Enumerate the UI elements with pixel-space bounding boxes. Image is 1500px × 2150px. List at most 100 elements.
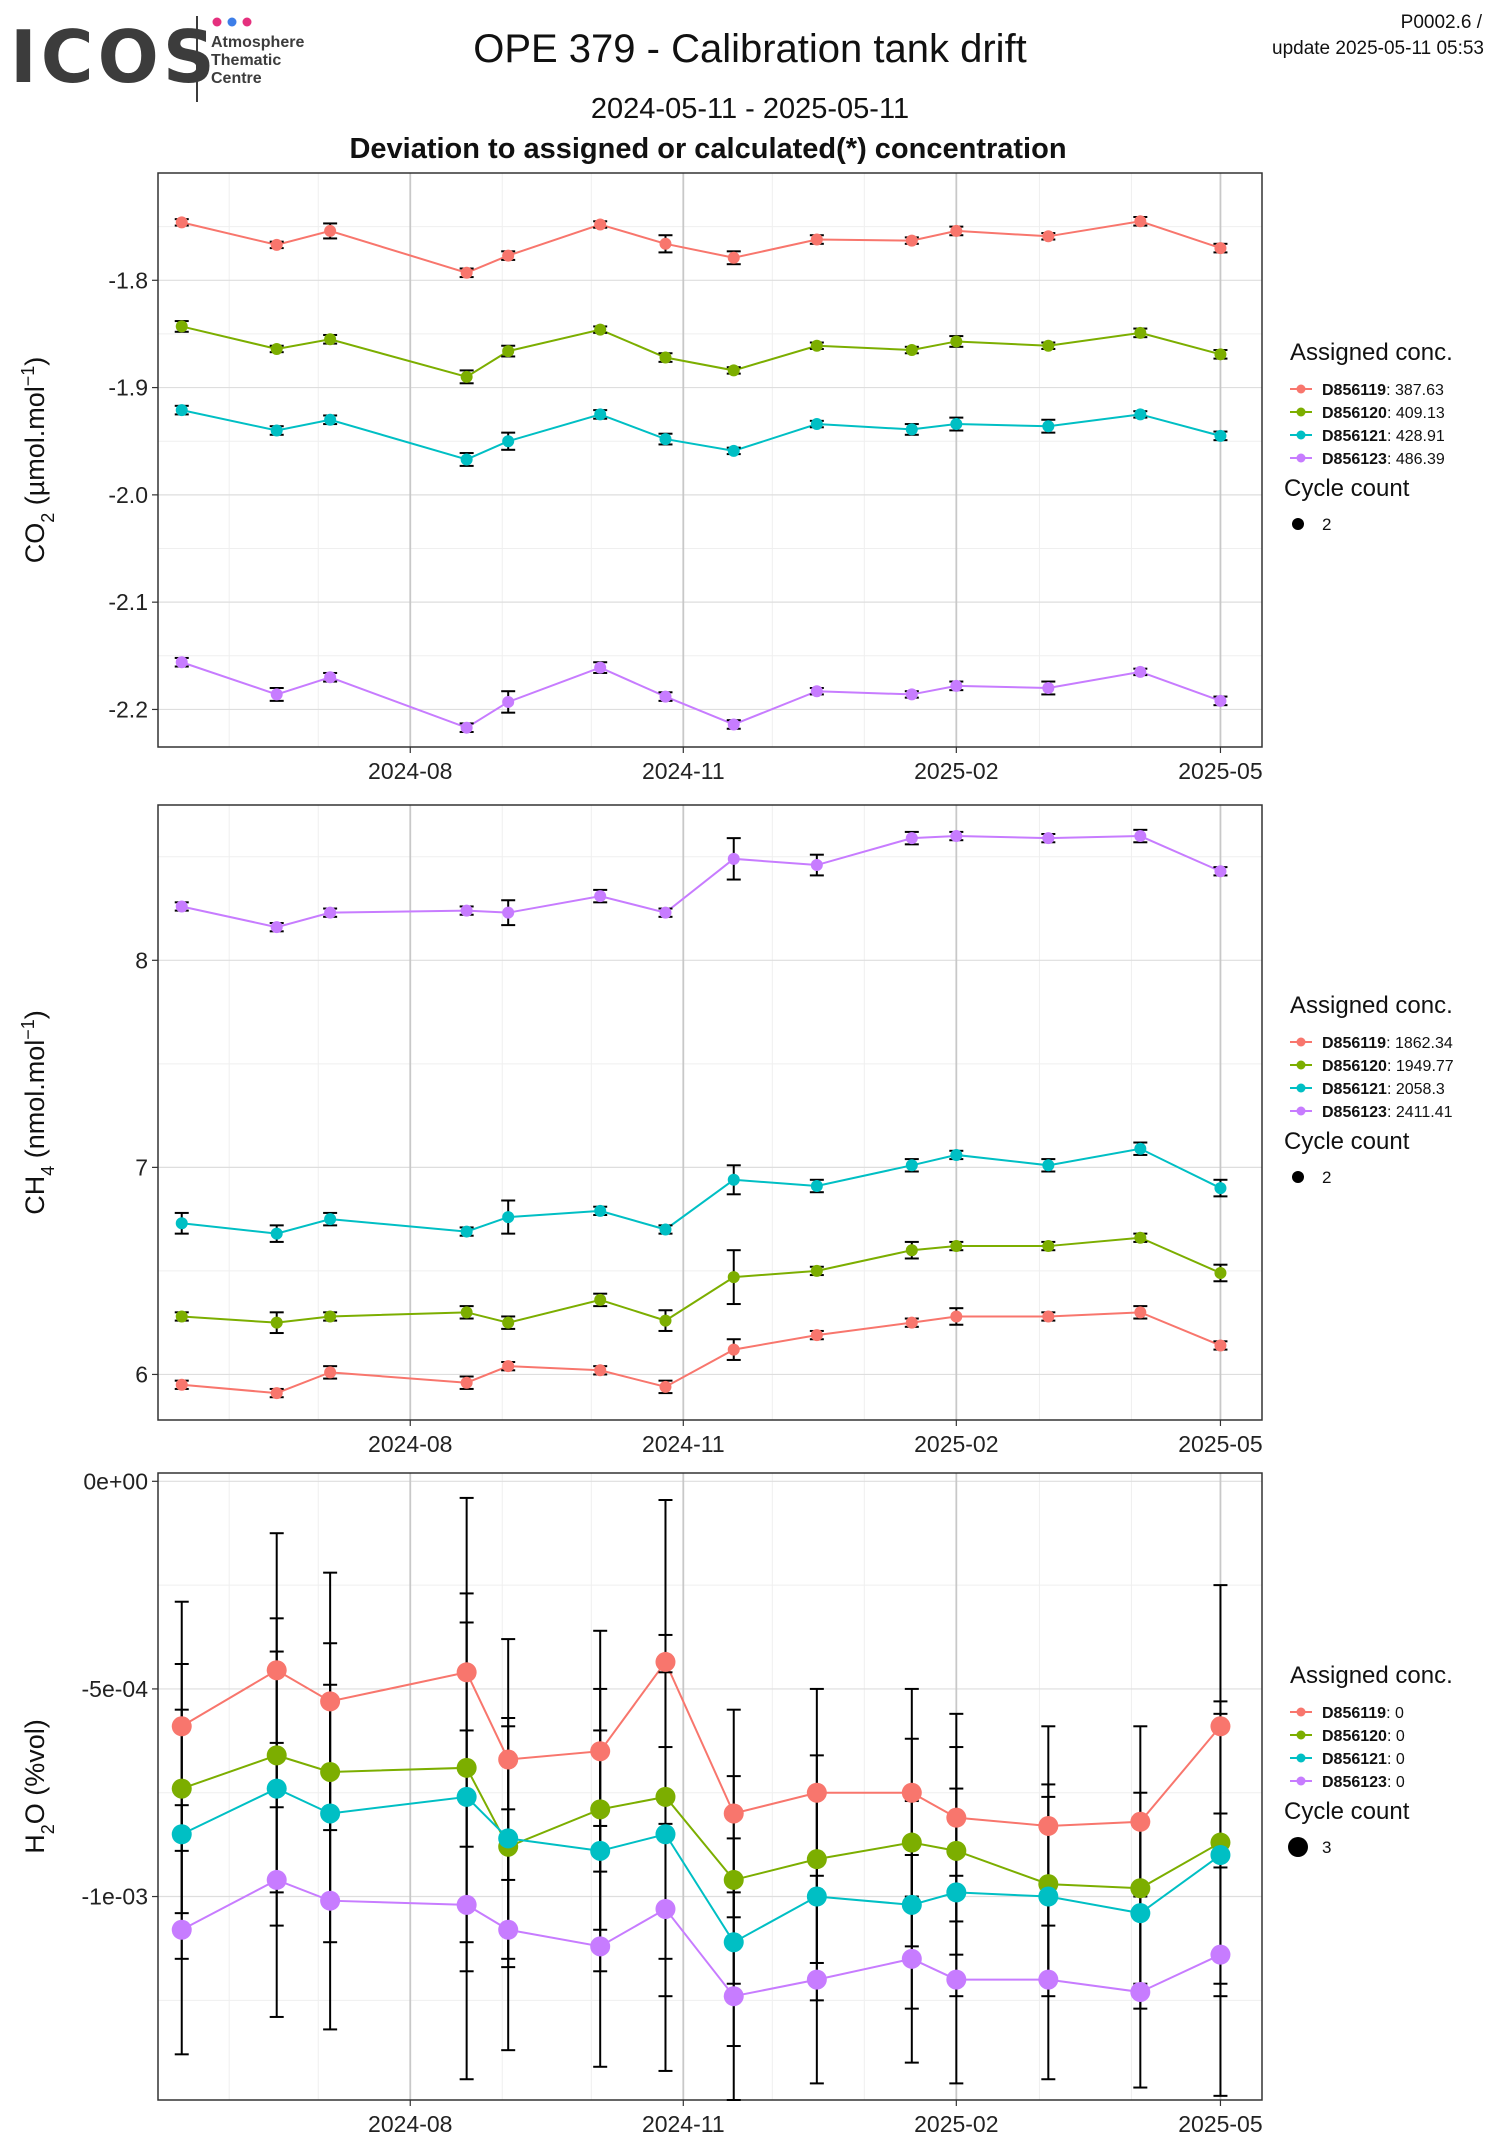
data-point-D856120: [1130, 1878, 1151, 1899]
data-point-D856121: [1038, 1886, 1059, 1907]
data-point-D856123: [905, 832, 918, 845]
x-tick-label: 2024-08: [368, 758, 452, 784]
data-point-D856119: [1130, 1811, 1151, 1832]
legend-key-point: [1296, 453, 1306, 463]
legend-colon: :: [1386, 1705, 1395, 1722]
data-point-D856121: [1130, 1903, 1151, 1924]
series-line-D856121: [181, 409, 1221, 461]
legend-assigned-value: 2058.3: [1396, 1081, 1445, 1098]
data-point-D856123: [460, 721, 473, 734]
data-point-D856119: [950, 1310, 963, 1323]
page-title: OPE 379 - Calibration tank drift: [473, 27, 1027, 71]
data-point-D856121: [270, 1227, 283, 1240]
data-point-D856119: [659, 1380, 672, 1393]
data-point-D856119: [946, 1807, 967, 1828]
panel-ch4: 6 7 8 2024-08 2024-11 2025-02 2025-05 CH4 (nmol…: [0, 795, 1500, 1470]
data-point-D856123: [502, 695, 515, 708]
data-point-D856120: [1134, 1231, 1147, 1244]
data-point-D856120: [901, 1832, 922, 1853]
y-tick-label: -2.1: [108, 589, 148, 615]
data-point-D856121: [1134, 408, 1147, 421]
data-point-D856121: [1042, 420, 1055, 433]
data-point-D856119: [324, 1366, 337, 1379]
series-line-D856123: [181, 835, 1221, 929]
data-point-D856123: [905, 688, 918, 701]
data-point-D856121: [1214, 1182, 1227, 1195]
data-point-D856121: [659, 1223, 672, 1236]
data-point-D856121: [266, 1778, 287, 1799]
x-tick-label: 2025-02: [914, 1431, 998, 1457]
data-point-D856123: [950, 830, 963, 843]
cycle-count-title: Cycle count: [1284, 475, 1410, 502]
data-point-D856121: [1214, 429, 1227, 442]
data-point-D856123: [901, 1948, 922, 1969]
data-point-D856123: [498, 1919, 519, 1940]
y-axis-label-part: 4: [38, 1166, 58, 1176]
x-tick-label: 2025-02: [914, 2111, 998, 2137]
legend-series-name: D856121: [1322, 1081, 1387, 1098]
y-axis-label-part: ): [20, 1010, 50, 1019]
data-point-D856119: [1214, 1339, 1227, 1352]
data-point-D856119: [460, 1376, 473, 1389]
data-point-D856123: [1134, 665, 1147, 678]
data-point-D856120: [950, 335, 963, 348]
legend-colon: :: [1387, 1081, 1396, 1098]
legend-item: D856123: 2411.41: [1290, 1104, 1453, 1121]
data-point-D856119: [950, 224, 963, 237]
plot-area: [158, 805, 1262, 1420]
icos-logo: ICOS Atmosphere Thematic Centre: [10, 15, 304, 102]
x-tick-label: 2024-11: [642, 2111, 725, 2137]
legend-key-point: [1296, 1106, 1306, 1116]
data-point-D856119: [1042, 230, 1055, 243]
series-line-D856123: [181, 1878, 1221, 1998]
cycle-count-title: Cycle count: [1284, 1798, 1410, 1825]
legend-label: D856121: 0: [1322, 1751, 1405, 1768]
legend-item: D856121: 0: [1290, 1751, 1405, 1768]
data-point-D856120: [266, 1745, 287, 1766]
y-axis-label-part: ): [20, 357, 50, 366]
data-point-D856123: [1214, 865, 1227, 878]
data-point-D856120: [810, 339, 823, 352]
data-point-D856119: [659, 237, 672, 250]
legend-assigned-value: 428.91: [1396, 428, 1445, 445]
data-point-D856119: [270, 238, 283, 251]
data-point-D856120: [175, 320, 188, 333]
y-tick-label: 6: [135, 1361, 148, 1387]
data-point-D856119: [175, 1378, 188, 1391]
y-tick-label: -1e-03: [82, 1884, 148, 1910]
panel-h2o: 0e+00 -5e-04 -1e-03 2024-08 2024-11 2025-02 20…: [0, 1463, 1500, 2145]
legend-series-name: D856120: [1322, 1058, 1387, 1075]
data-point-D856121: [810, 1180, 823, 1193]
cycle-count-key: [1292, 518, 1304, 530]
data-point-D856120: [460, 370, 473, 383]
y-axis-label-part: (nmol.mol: [20, 1040, 50, 1166]
data-point-D856120: [806, 1849, 827, 1870]
legend-label: D856120: 0: [1322, 1728, 1405, 1745]
data-point-D856121: [594, 1204, 607, 1217]
data-point-D856123: [460, 904, 473, 917]
data-point-D856119: [723, 1803, 744, 1824]
legend-label: D856119: 387.63: [1322, 382, 1444, 399]
data-point-D856123: [320, 1890, 341, 1911]
data-point-D856121: [905, 423, 918, 436]
plot-area: [158, 173, 1262, 747]
data-point-D856123: [946, 1969, 967, 1990]
legend-assigned-value: 1949.77: [1396, 1058, 1454, 1075]
x-tick-label: 2025-05: [1178, 1431, 1262, 1457]
data-point-D856119: [1042, 1310, 1055, 1323]
legend-key-point: [1296, 1060, 1306, 1070]
data-point-D856123: [456, 1894, 477, 1915]
data-point-D856123: [727, 718, 740, 731]
y-axis-label-part: −1: [18, 366, 38, 387]
data-point-D856119: [655, 1651, 676, 1672]
data-point-D856119: [1134, 1306, 1147, 1319]
data-point-D856120: [320, 1761, 341, 1782]
legend-item: D856119: 1862.34: [1290, 1035, 1453, 1052]
x-tick-label: 2024-11: [642, 1431, 725, 1457]
data-point-D856119: [727, 251, 740, 264]
data-point-D856121: [727, 444, 740, 457]
data-point-D856121: [659, 433, 672, 446]
data-point-D856119: [1210, 1716, 1231, 1737]
legend-label: D856120: 409.13: [1322, 405, 1445, 422]
data-point-D856119: [502, 249, 515, 262]
